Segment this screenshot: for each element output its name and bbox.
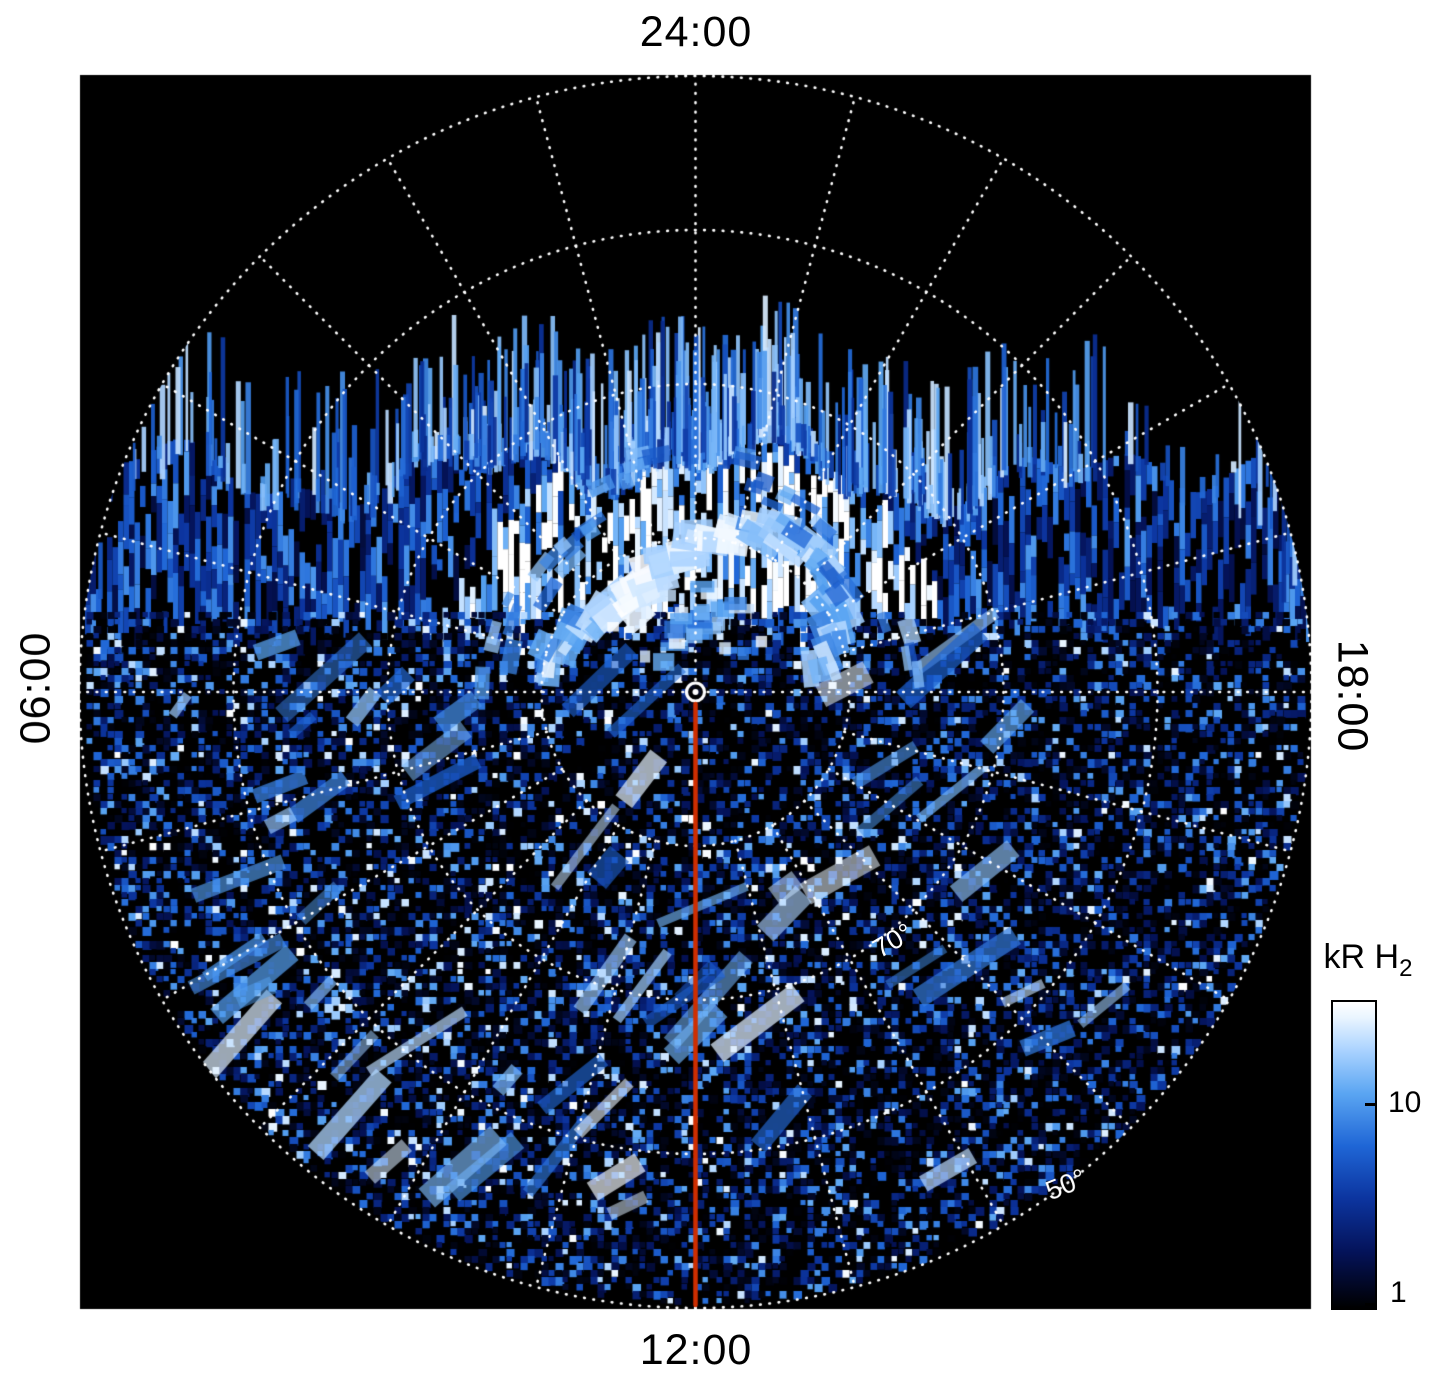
colorbar-title-subscript: 2: [1399, 954, 1413, 982]
colorbar: kR H2 10 1: [1316, 938, 1447, 1358]
colorbar-title: kR H2: [1318, 938, 1418, 983]
colorbar-title-text: kR H: [1323, 938, 1400, 976]
colorbar-tick-label-1: 1: [1390, 1276, 1407, 1309]
colorbar-tick-label-10: 10: [1388, 1086, 1422, 1119]
colorbar-tick-mark-1: [1365, 1303, 1375, 1306]
local-time-label-1800: 18:00: [1328, 639, 1377, 753]
local-time-label-1200: 12:00: [639, 1326, 753, 1374]
colorbar-tick-mark-10: [1365, 1102, 1375, 1106]
local-time-label-0600: 06:00: [11, 631, 60, 745]
local-time-label-2400: 24:00: [639, 8, 753, 56]
colorbar-gradient: [1331, 1000, 1377, 1310]
